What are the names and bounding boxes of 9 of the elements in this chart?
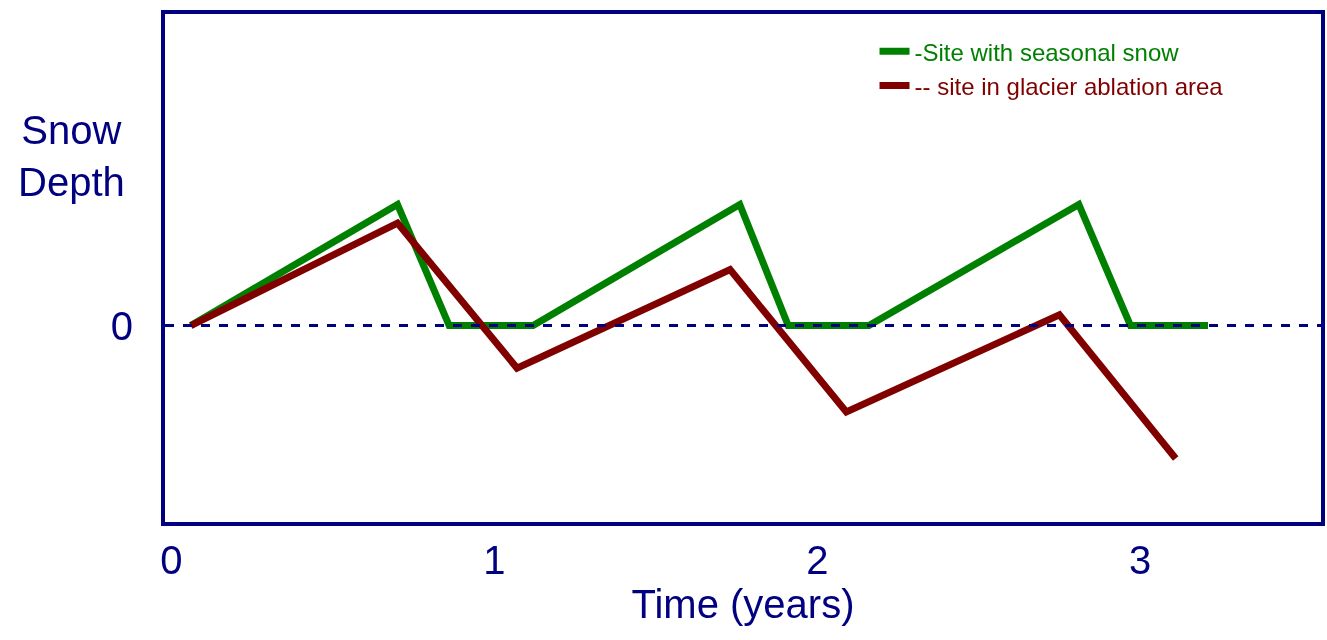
y-axis-title: Snow Depth bbox=[18, 108, 125, 204]
x-tick-label: 1 bbox=[483, 538, 506, 582]
x-tick-label: 2 bbox=[806, 538, 829, 582]
x-tick-label: 0 bbox=[160, 538, 183, 582]
x-axis-title: Time (years) bbox=[631, 582, 855, 626]
x-tick-label: 3 bbox=[1129, 538, 1152, 582]
legend-label: -Site with seasonal snow bbox=[914, 38, 1180, 66]
ref-line-label: 0 bbox=[110, 303, 133, 348]
legend-label: -- site in glacier ablation area bbox=[914, 72, 1224, 100]
